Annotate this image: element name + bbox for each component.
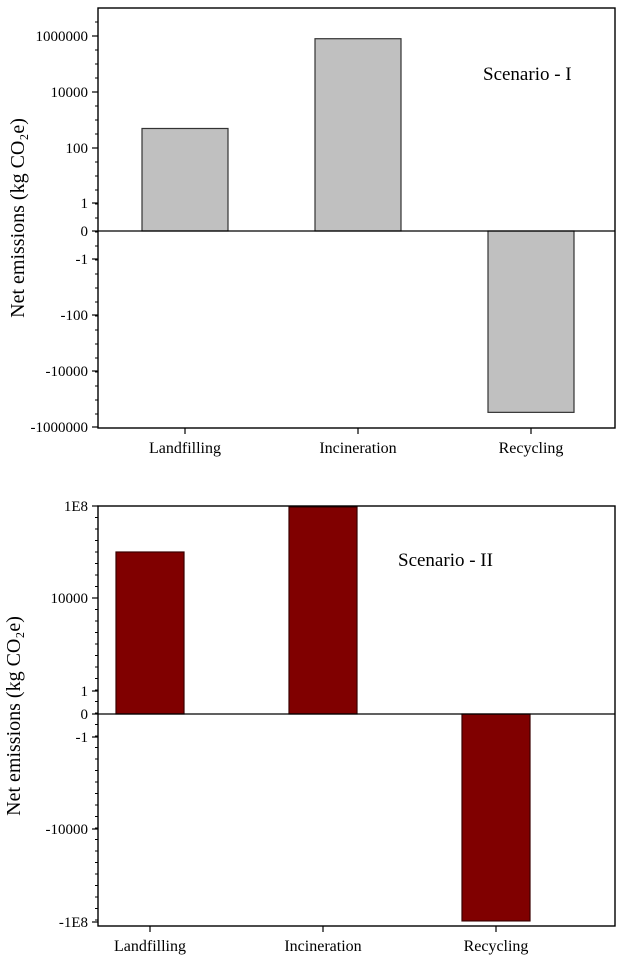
y-tick-label: -1000000 xyxy=(31,420,89,436)
y-axis-title: Net emissions (kg CO₂e) xyxy=(3,616,25,816)
y-tick-label: 1 xyxy=(81,684,89,700)
x-category-label: Landfilling xyxy=(114,938,186,955)
plot-frame xyxy=(97,505,616,927)
bar-landfilling xyxy=(115,551,185,715)
x-category-label: Recycling xyxy=(499,440,564,457)
bar-incineration xyxy=(288,506,358,715)
x-category-label: Landfilling xyxy=(149,440,221,457)
y-tick-label: 10000 xyxy=(51,591,89,607)
bar-landfilling xyxy=(141,127,229,232)
scenario-annotation: Scenario - II xyxy=(398,550,493,571)
bar-recycling xyxy=(461,713,531,922)
bar-incineration xyxy=(314,38,402,232)
x-category-label: Incineration xyxy=(319,440,396,457)
scenario-annotation: Scenario - I xyxy=(483,64,572,85)
y-tick-label: 0 xyxy=(81,707,89,723)
x-category-label: Recycling xyxy=(464,938,529,955)
y-tick-label: -1E8 xyxy=(59,915,88,931)
y-tick-label: -100 xyxy=(61,308,89,324)
y-tick-label: -10000 xyxy=(46,364,89,380)
y-tick-label: 1E8 xyxy=(64,499,88,515)
chart-panel-2: 1E8 10000 1 0 -1 -10000 -1E8 Landfilling Inciner… xyxy=(3,499,616,955)
y-axis-title: Net emissions (kg CO₂e) xyxy=(7,118,29,318)
x-category-label: Incineration xyxy=(284,938,361,955)
chart-panel-1: 1000000 10000 100 1 0 -1 -100 -10000 -1000000 Lan… xyxy=(7,7,616,457)
y-tick-label: -10000 xyxy=(46,822,89,838)
y-tick-label: -1 xyxy=(76,252,89,268)
y-tick-label: 10000 xyxy=(51,85,89,101)
y-tick-label: 1000000 xyxy=(36,29,89,45)
bar-recycling xyxy=(487,230,575,413)
y-tick-label: 0 xyxy=(81,224,89,240)
y-tick-label: -1 xyxy=(76,730,89,746)
y-tick-label: 1 xyxy=(81,196,89,212)
y-tick-label: 100 xyxy=(66,141,89,157)
